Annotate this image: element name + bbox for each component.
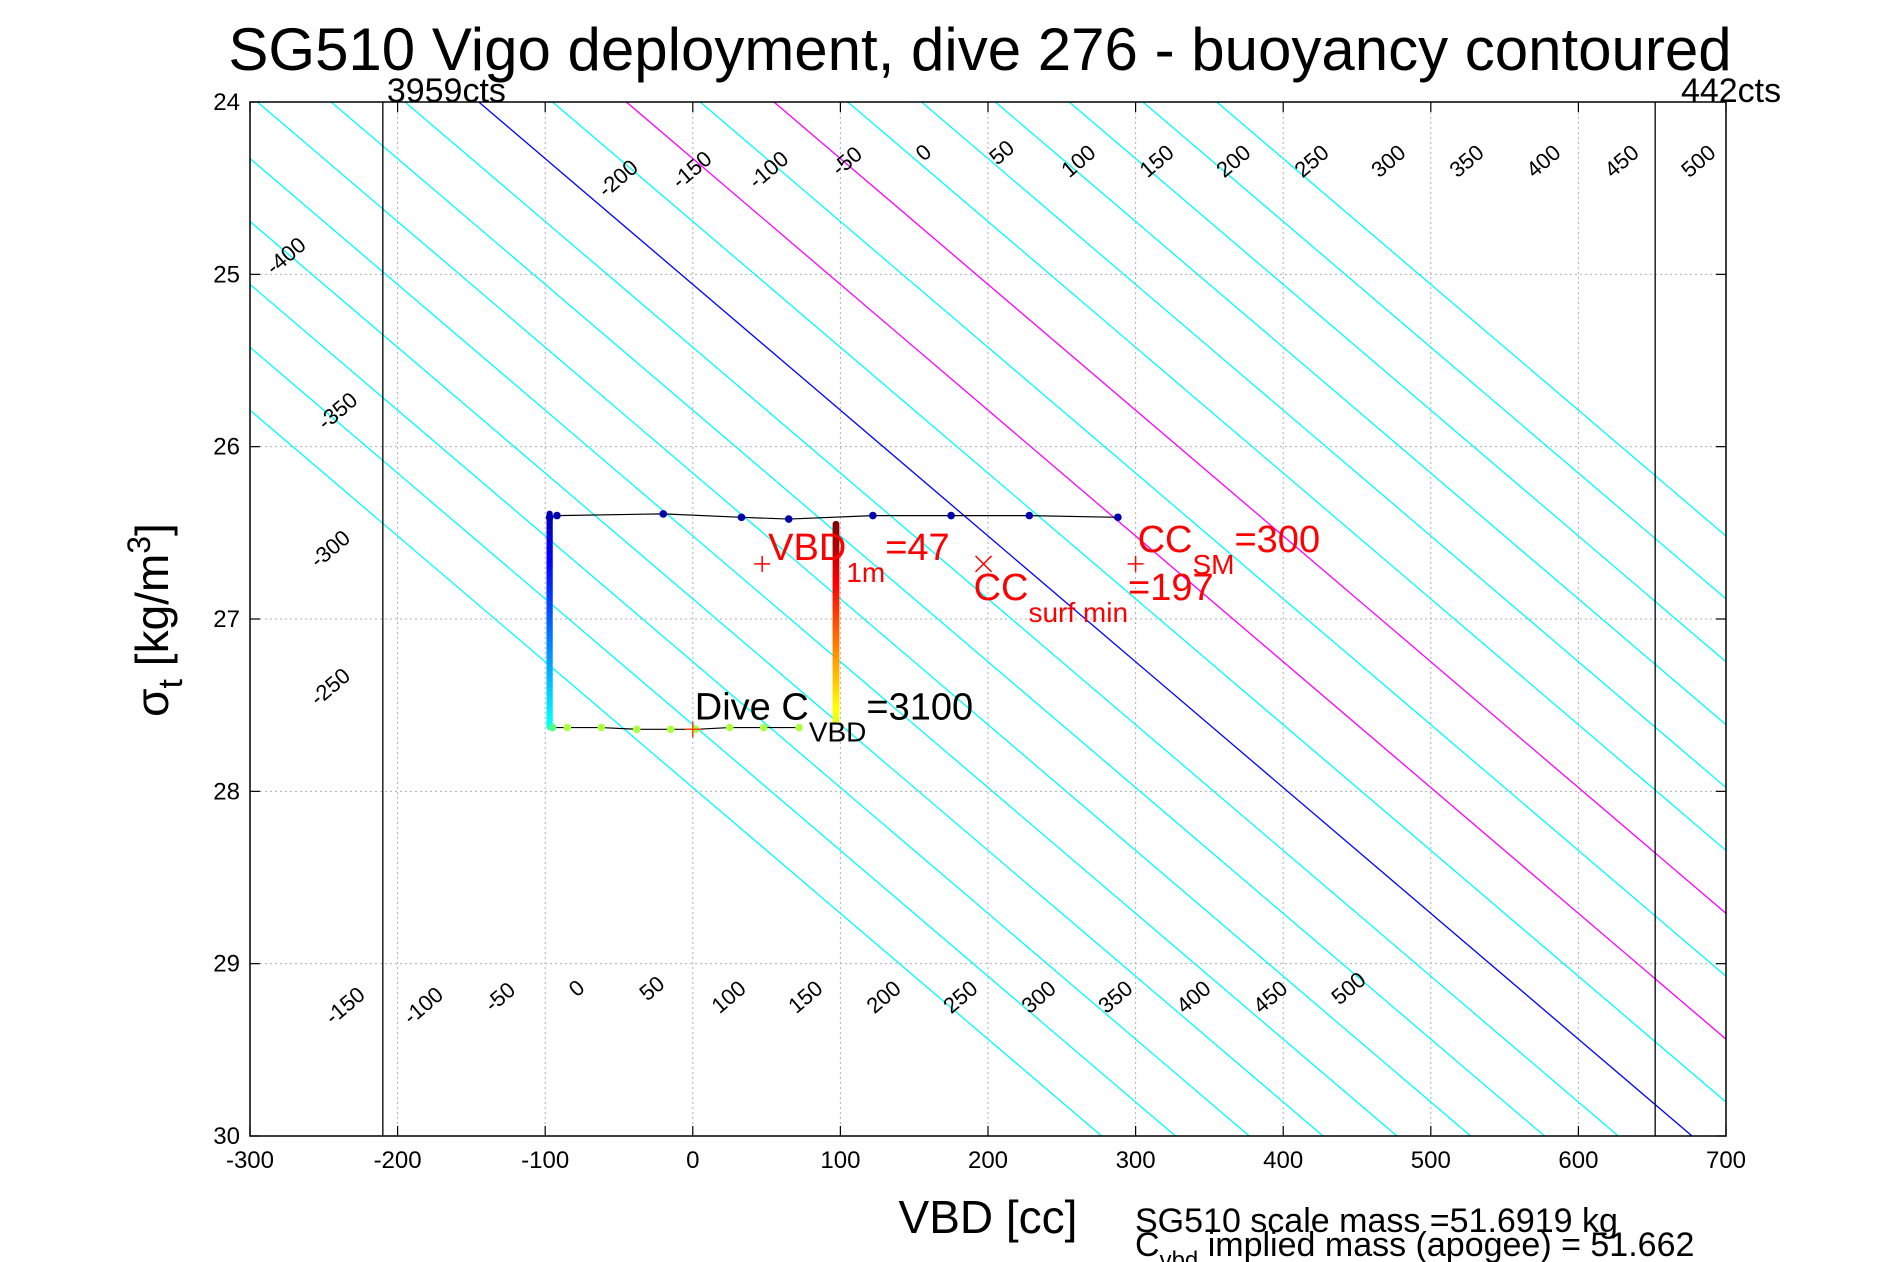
y-tick-label: 30 (213, 1123, 240, 1150)
footer-implied-mass: Cvbd implied mass (apogee) = 51.662 (1135, 1226, 1694, 1262)
vbd-1m-main: VBD (768, 527, 846, 569)
marker-x (975, 555, 993, 573)
x-tick-label: -300 (226, 1147, 274, 1174)
track-point (563, 723, 572, 732)
track-point (632, 725, 641, 734)
track-point (548, 723, 557, 732)
x-tick-label: 300 (1116, 1147, 1156, 1174)
x-tick-label: 400 (1263, 1147, 1303, 1174)
count-limit-lines (382, 102, 1656, 1136)
contour-line-200 (773, 102, 1726, 915)
y-tick-label: 27 (213, 606, 240, 633)
contour-line--50 (404, 102, 1619, 1136)
y-label-symbol: σ (126, 688, 178, 716)
cc-surf-sub: surf min (1028, 597, 1128, 628)
contour-line--350 (250, 346, 1176, 1136)
x-axis-ticks: -300 -200 -100 0 100 200 300 400 500 600 700 (226, 102, 1746, 1174)
cc-surf-value: =197 (1128, 567, 1214, 609)
x-tick-label: 600 (1558, 1147, 1598, 1174)
cc-sm-sub: SM (1192, 549, 1234, 580)
y-axis-ticks: 24 25 26 27 28 29 30 (213, 89, 1726, 1150)
track-point (545, 513, 554, 522)
contour-line-250 (847, 102, 1726, 852)
y-label-superscript: 3 (121, 536, 157, 554)
dive-cvbd-annotation: Dive CVBD=3100 (695, 686, 973, 747)
contour-line--400 (250, 409, 1103, 1136)
contour-line-450 (1142, 102, 1726, 600)
x-tick-label: -200 (374, 1147, 422, 1174)
cc-sm-value: =300 (1234, 519, 1320, 561)
footer-vbd-sub: vbd (1160, 1247, 1199, 1262)
track-point (737, 513, 746, 522)
footer-c: C (1135, 1226, 1160, 1262)
vbd-1m-annotation: VBD1m=47 (768, 527, 950, 588)
cc-sm-annotation: CCSM=300 (1138, 519, 1320, 580)
track-point (725, 723, 734, 732)
contour-line--200 (250, 157, 1398, 1136)
x-tick-label: 700 (1706, 1147, 1746, 1174)
contour-line--100 (330, 102, 1545, 1136)
buoyancy-contours (250, 102, 1726, 1136)
dive-cvbd-main: Dive C (695, 686, 809, 728)
contour-line--150 (256, 102, 1472, 1136)
x-tick-label: 200 (968, 1147, 1008, 1174)
dive-track (545, 510, 1122, 734)
track-point (659, 510, 668, 518)
y-tick-label: 28 (213, 778, 240, 805)
track-point (832, 717, 840, 725)
track-point (553, 511, 561, 520)
cc-surf-min-annotation: CCsurf min=197 (974, 567, 1214, 628)
track-point (759, 723, 768, 732)
contour-line-400 (1068, 102, 1726, 663)
track-point (1025, 511, 1034, 520)
contour-line-350 (994, 102, 1726, 726)
svg-text:σt [kg/m3]: σt [kg/m3] (121, 523, 190, 717)
x-tick-label: 0 (686, 1147, 699, 1174)
vbd-1m-value: =47 (885, 527, 949, 569)
contour-line-100 (625, 102, 1726, 1040)
x-tick-label: -100 (521, 1147, 569, 1174)
track-point (666, 725, 675, 734)
track-point (1114, 513, 1122, 522)
contour-line--250 (250, 220, 1324, 1136)
contour-line-0 (478, 102, 1693, 1136)
y-label-close: ] (126, 523, 178, 536)
vbd-1m-sub: 1m (846, 557, 885, 588)
y-label-subscript: t (152, 678, 190, 688)
track-point (869, 511, 877, 520)
y-tick-label: 24 (213, 89, 240, 116)
track-point (947, 511, 955, 520)
left-count-label: 3959cts (387, 72, 506, 110)
y-axis-label: σt [kg/m3] (121, 523, 190, 717)
contour-line-150 (699, 102, 1726, 978)
track-point (597, 723, 606, 732)
y-tick-label: 26 (213, 434, 240, 461)
markers (684, 555, 1144, 738)
track-point (795, 723, 803, 732)
track-point (784, 515, 793, 523)
contour-line--300 (250, 283, 1250, 1136)
contour-line-50 (552, 102, 1726, 1103)
cc-sm-main: CC (1138, 519, 1193, 561)
dive-cvbd-value: =3100 (866, 686, 973, 728)
x-axis-label: VBD [cc] (899, 1191, 1078, 1243)
cc-surf-main: CC (974, 567, 1029, 609)
contour-line-300 (921, 102, 1726, 789)
chart-title: SG510 Vigo deployment, dive 276 - buoyan… (228, 16, 1731, 83)
footer-scale-mass: SG510 scale mass =51.6919 kg (1135, 1202, 1618, 1240)
x-tick-label: 500 (1411, 1147, 1451, 1174)
y-tick-label: 29 (213, 951, 240, 978)
footer-implied-text: implied mass (apogee) = 51.662 (1198, 1226, 1694, 1262)
y-label-unit: [kg/m (126, 554, 178, 679)
contour-line-500 (1216, 102, 1726, 537)
y-tick-label: 25 (213, 261, 240, 288)
dive-cvbd-sub: VBD (809, 716, 867, 747)
right-count-label: 442cts (1681, 72, 1781, 110)
x-tick-label: 100 (820, 1147, 860, 1174)
